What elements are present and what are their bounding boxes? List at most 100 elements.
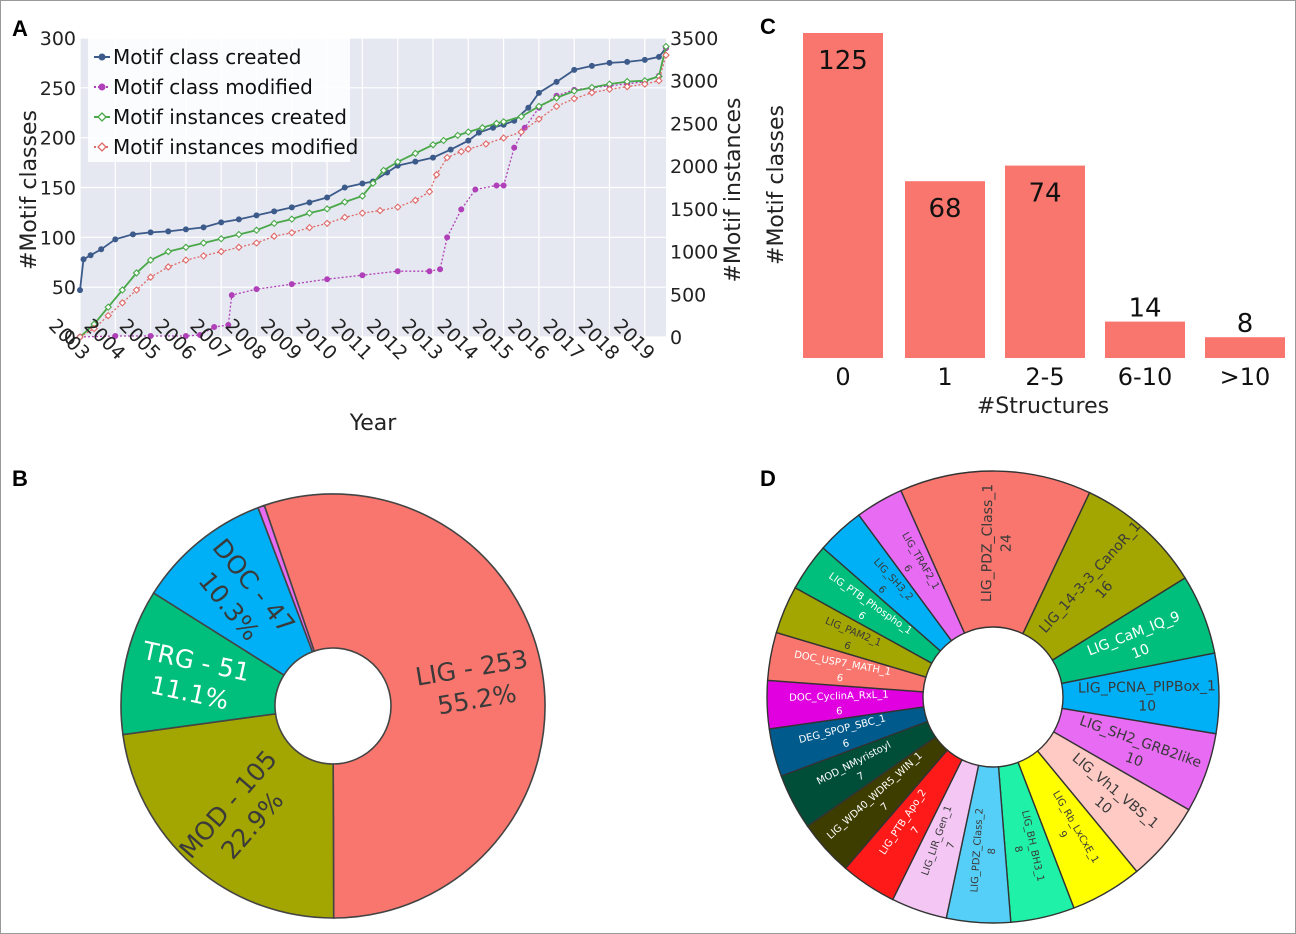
y2-tick-label: 2500 xyxy=(670,113,718,135)
y2-tick-label: 1000 xyxy=(670,242,718,264)
data-point xyxy=(379,166,388,175)
data-point xyxy=(80,256,87,263)
data-point xyxy=(535,89,542,96)
data-point xyxy=(492,119,501,128)
data-point xyxy=(182,226,189,233)
legend-marker xyxy=(98,83,106,91)
data-point xyxy=(641,56,648,63)
data-point xyxy=(217,247,225,256)
donut-slice xyxy=(152,506,314,677)
slice-label-group: LIG_PDZ_Class_1 24 xyxy=(979,484,1015,603)
data-point xyxy=(430,154,437,161)
data-point xyxy=(235,230,243,239)
slice-label: LIG_PDZ_Class_1 xyxy=(979,484,996,603)
data-point xyxy=(517,112,526,121)
data-point xyxy=(217,234,225,243)
data-point xyxy=(478,123,487,132)
slice-value: 10 xyxy=(1123,750,1145,771)
legend-label: Motif class created xyxy=(113,45,301,69)
data-point xyxy=(641,80,649,88)
data-point xyxy=(358,209,367,217)
data-point xyxy=(146,273,155,281)
data-point xyxy=(147,333,154,340)
data-point xyxy=(323,219,331,228)
panel-letter-b: B xyxy=(12,466,28,491)
x-tick-label: 2-5 xyxy=(1025,363,1064,391)
data-point xyxy=(252,239,261,247)
bar xyxy=(803,33,883,358)
x-tick-label: >10 xyxy=(1220,363,1271,391)
data-point xyxy=(511,144,518,151)
data-point xyxy=(324,194,331,201)
data-point xyxy=(444,234,451,241)
data-point xyxy=(211,324,218,331)
x-tick-label: 0 xyxy=(835,363,850,391)
legend-label: Motif class modified xyxy=(113,75,313,99)
legend-marker xyxy=(97,112,107,122)
data-point xyxy=(605,85,614,94)
y2-tick-label: 0 xyxy=(670,327,682,349)
slice-value: 8 xyxy=(987,848,998,855)
data-point xyxy=(432,170,441,179)
data-point xyxy=(447,146,454,153)
data-point xyxy=(340,213,349,222)
slice-value: 6 xyxy=(836,706,843,717)
legend-label: Motif instances modified xyxy=(113,135,358,159)
slice-value: 6 xyxy=(842,640,852,653)
data-point xyxy=(323,205,331,213)
data-point xyxy=(553,78,560,85)
data-point xyxy=(655,76,663,85)
slice-value: 7 xyxy=(909,825,922,836)
data-point xyxy=(499,134,508,142)
data-point xyxy=(552,102,561,111)
data-point xyxy=(369,179,377,188)
y-tick-label: 200 xyxy=(40,128,76,150)
data-point xyxy=(252,226,261,234)
data-point xyxy=(253,286,260,293)
slice-value: 10 xyxy=(1129,641,1151,662)
data-point xyxy=(394,268,401,275)
data-point xyxy=(517,128,526,136)
data-point xyxy=(146,256,155,264)
data-point xyxy=(437,266,444,273)
data-point xyxy=(570,94,578,103)
bar xyxy=(905,181,985,358)
data-point xyxy=(200,224,207,231)
bar-value-label: 68 xyxy=(928,194,961,224)
series-line xyxy=(79,47,667,291)
y-axis-title-a: #Motif classes xyxy=(17,110,42,270)
data-point xyxy=(359,180,366,187)
data-point xyxy=(228,292,235,299)
bar-value-label: 74 xyxy=(1028,179,1061,209)
slice-label-group: LIG_PDZ_Class_2 8 xyxy=(969,808,998,893)
x-axis-title-c: #Structures xyxy=(977,394,1109,419)
bars-c: 125 0 68 1 74 2-5 14 6-10 8 >10 xyxy=(803,33,1285,391)
data-point xyxy=(104,311,113,320)
y-tick-label: 300 xyxy=(40,28,76,50)
data-point xyxy=(464,145,473,153)
y-tick-label: 100 xyxy=(40,227,76,249)
data-point xyxy=(76,333,84,341)
y2-tick-label: 3000 xyxy=(670,71,718,93)
data-point xyxy=(218,219,225,226)
x-tick-label: 1 xyxy=(937,363,952,391)
donut-slice xyxy=(899,470,1091,635)
data-point xyxy=(164,263,173,271)
data-point xyxy=(147,229,154,236)
data-point xyxy=(270,219,278,228)
slice-value: 7 xyxy=(856,771,867,784)
legend-box xyxy=(88,38,350,162)
y2-tick-label: 1500 xyxy=(670,199,718,221)
data-point xyxy=(552,94,561,102)
data-point xyxy=(253,212,260,219)
data-point xyxy=(411,149,420,158)
bar-value-label: 125 xyxy=(818,46,868,76)
data-point xyxy=(570,87,578,95)
x-tick-label: 6-10 xyxy=(1118,363,1172,391)
data-point xyxy=(457,147,466,156)
data-point xyxy=(624,58,631,65)
data-point xyxy=(359,272,366,279)
data-point xyxy=(499,117,508,126)
panel-letter-a: A xyxy=(12,16,28,41)
donut-slice xyxy=(257,504,316,653)
